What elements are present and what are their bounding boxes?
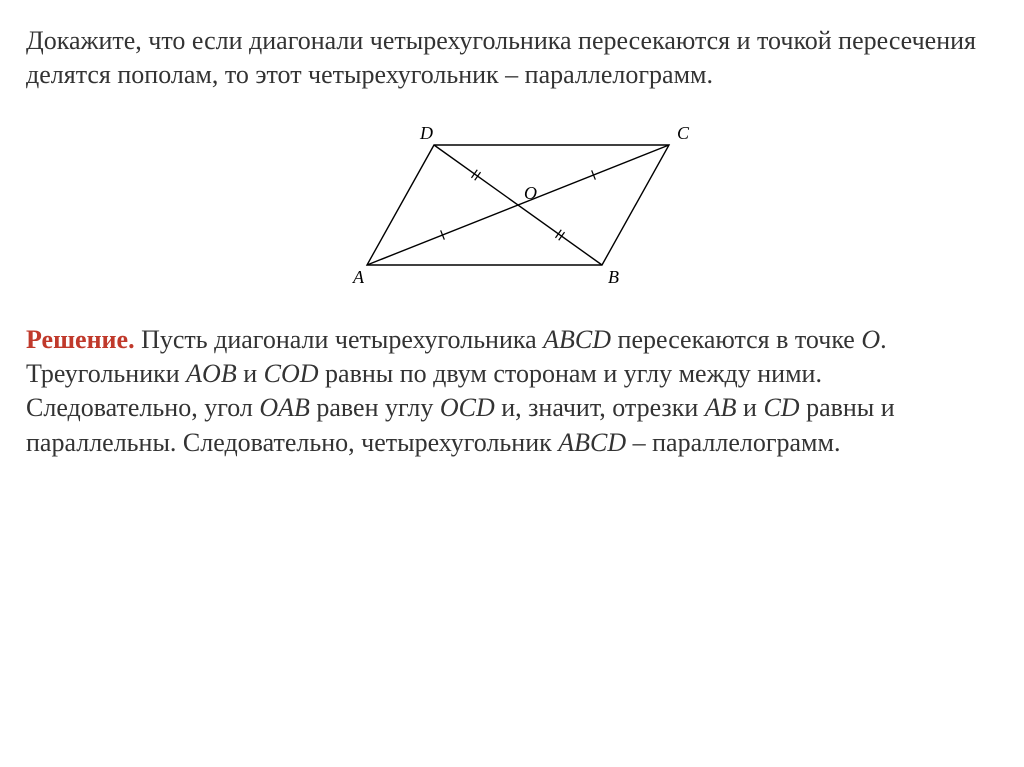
problem-text: Докажите, что если диагонали четырехугол…	[26, 26, 976, 89]
sym-abcd: ABCD	[543, 325, 611, 354]
svg-text:B: B	[608, 267, 619, 287]
solution-text: Решение. Пусть диагонали четырехугольник…	[26, 323, 998, 460]
t: и, значит, отрезки	[495, 393, 705, 422]
svg-text:C: C	[677, 123, 690, 143]
t: и	[237, 359, 264, 388]
figure-container: A B C D O	[26, 115, 998, 295]
sym-ocd: OCD	[440, 393, 495, 422]
svg-text:O: O	[524, 183, 537, 203]
t: Пусть диагонали четырехугольника	[135, 325, 544, 354]
t: пересекаются в точке	[611, 325, 861, 354]
t: равен углу	[310, 393, 440, 422]
solution-lead: Решение.	[26, 325, 135, 354]
slide: Докажите, что если диагонали четырехугол…	[0, 0, 1024, 767]
sym-abcd2: ABCD	[558, 428, 626, 457]
problem-statement: Докажите, что если диагонали четырехугол…	[26, 24, 998, 93]
parallelogram-figure: A B C D O	[312, 115, 712, 295]
t: и	[737, 393, 764, 422]
svg-text:A: A	[352, 267, 365, 287]
svg-text:D: D	[419, 123, 433, 143]
sym-aob: AOB	[186, 359, 237, 388]
sym-ab: AB	[705, 393, 737, 422]
sym-o: O	[861, 325, 880, 354]
sym-oab: OAB	[259, 393, 310, 422]
t: – параллелограмм.	[626, 428, 840, 457]
sym-cod: COD	[264, 359, 319, 388]
sym-cd: CD	[763, 393, 799, 422]
